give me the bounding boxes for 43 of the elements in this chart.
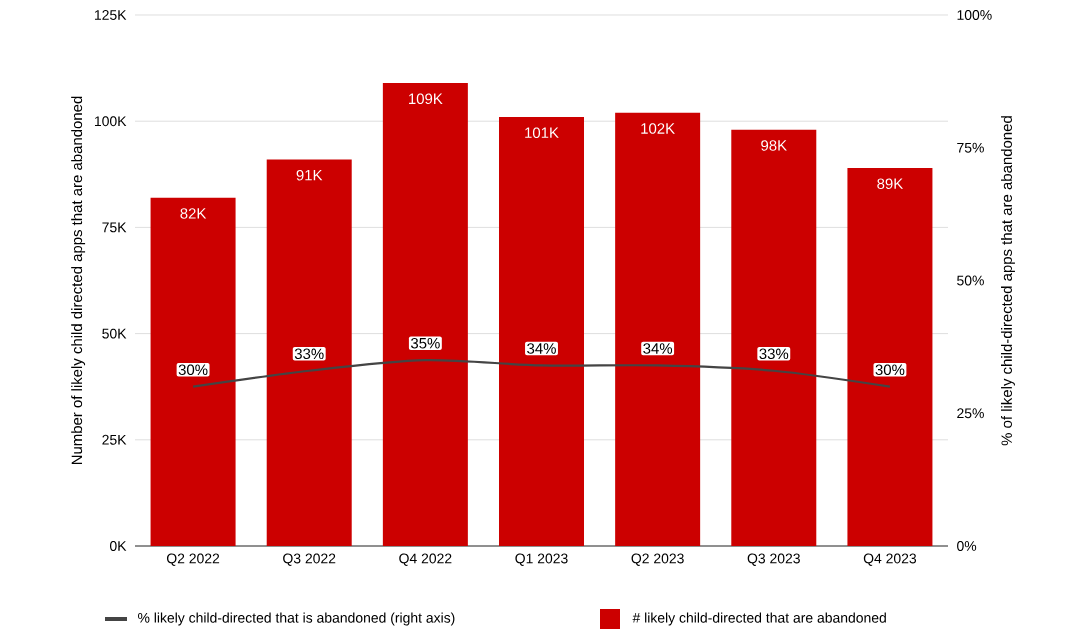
legend-label: % likely child-directed that is abandoned (right axis) [138, 612, 455, 626]
x-tick-label: Q3 2022 [283, 553, 336, 566]
y-axis-title: Number of likely child directed apps that are abandoned [71, 96, 86, 465]
data-label: 33% [759, 348, 789, 360]
x-tick-label: Q1 2023 [515, 553, 568, 566]
legend-label: # likely child-directed that are abandoned [632, 612, 886, 626]
bar [382, 82, 468, 546]
y-tick-label: 125K [94, 10, 127, 20]
y2-tick-label: 75% [957, 142, 984, 153]
data-label: 35% [410, 337, 440, 349]
data-label: 33% [294, 348, 324, 360]
y-tick-label: 0K [109, 541, 127, 551]
x-tick-label: Q2 2023 [631, 553, 684, 566]
bar [266, 159, 352, 546]
bar [847, 167, 933, 546]
data-label: 82K [180, 208, 207, 219]
data-label: 109K [409, 93, 443, 105]
y2-axis-title: % of likely child-directed apps that are abandoned [1001, 116, 1015, 446]
data-label: 91K [296, 169, 323, 181]
data-label: 101K [525, 127, 559, 139]
y-tick-label: 75K [102, 222, 127, 233]
y2-tick-label: 0% [957, 541, 977, 551]
bar [615, 112, 701, 546]
x-tick-label: Q4 2022 [399, 553, 452, 566]
x-tick-label: Q3 2023 [747, 553, 800, 566]
data-label: 102K [641, 123, 675, 134]
y2-tick-label: 100% [957, 10, 992, 20]
data-label: 98K [761, 140, 787, 151]
data-label: 34% [527, 343, 556, 354]
y-tick-label: 100K [94, 116, 127, 127]
bar [499, 116, 584, 546]
data-label: 30% [875, 364, 905, 376]
bar [150, 197, 236, 546]
data-label: 30% [178, 364, 208, 376]
y2-tick-label: 50% [957, 275, 984, 286]
y2-tick-label: 25% [957, 408, 984, 419]
data-label: 89K [877, 178, 904, 189]
x-tick-label: Q2 2022 [166, 553, 220, 566]
bar [731, 129, 817, 546]
y-tick-label: 25K [102, 434, 127, 445]
data-label: 34% [643, 343, 673, 354]
y-tick-label: 50K [102, 328, 127, 339]
x-tick-label: Q4 2023 [863, 553, 917, 566]
